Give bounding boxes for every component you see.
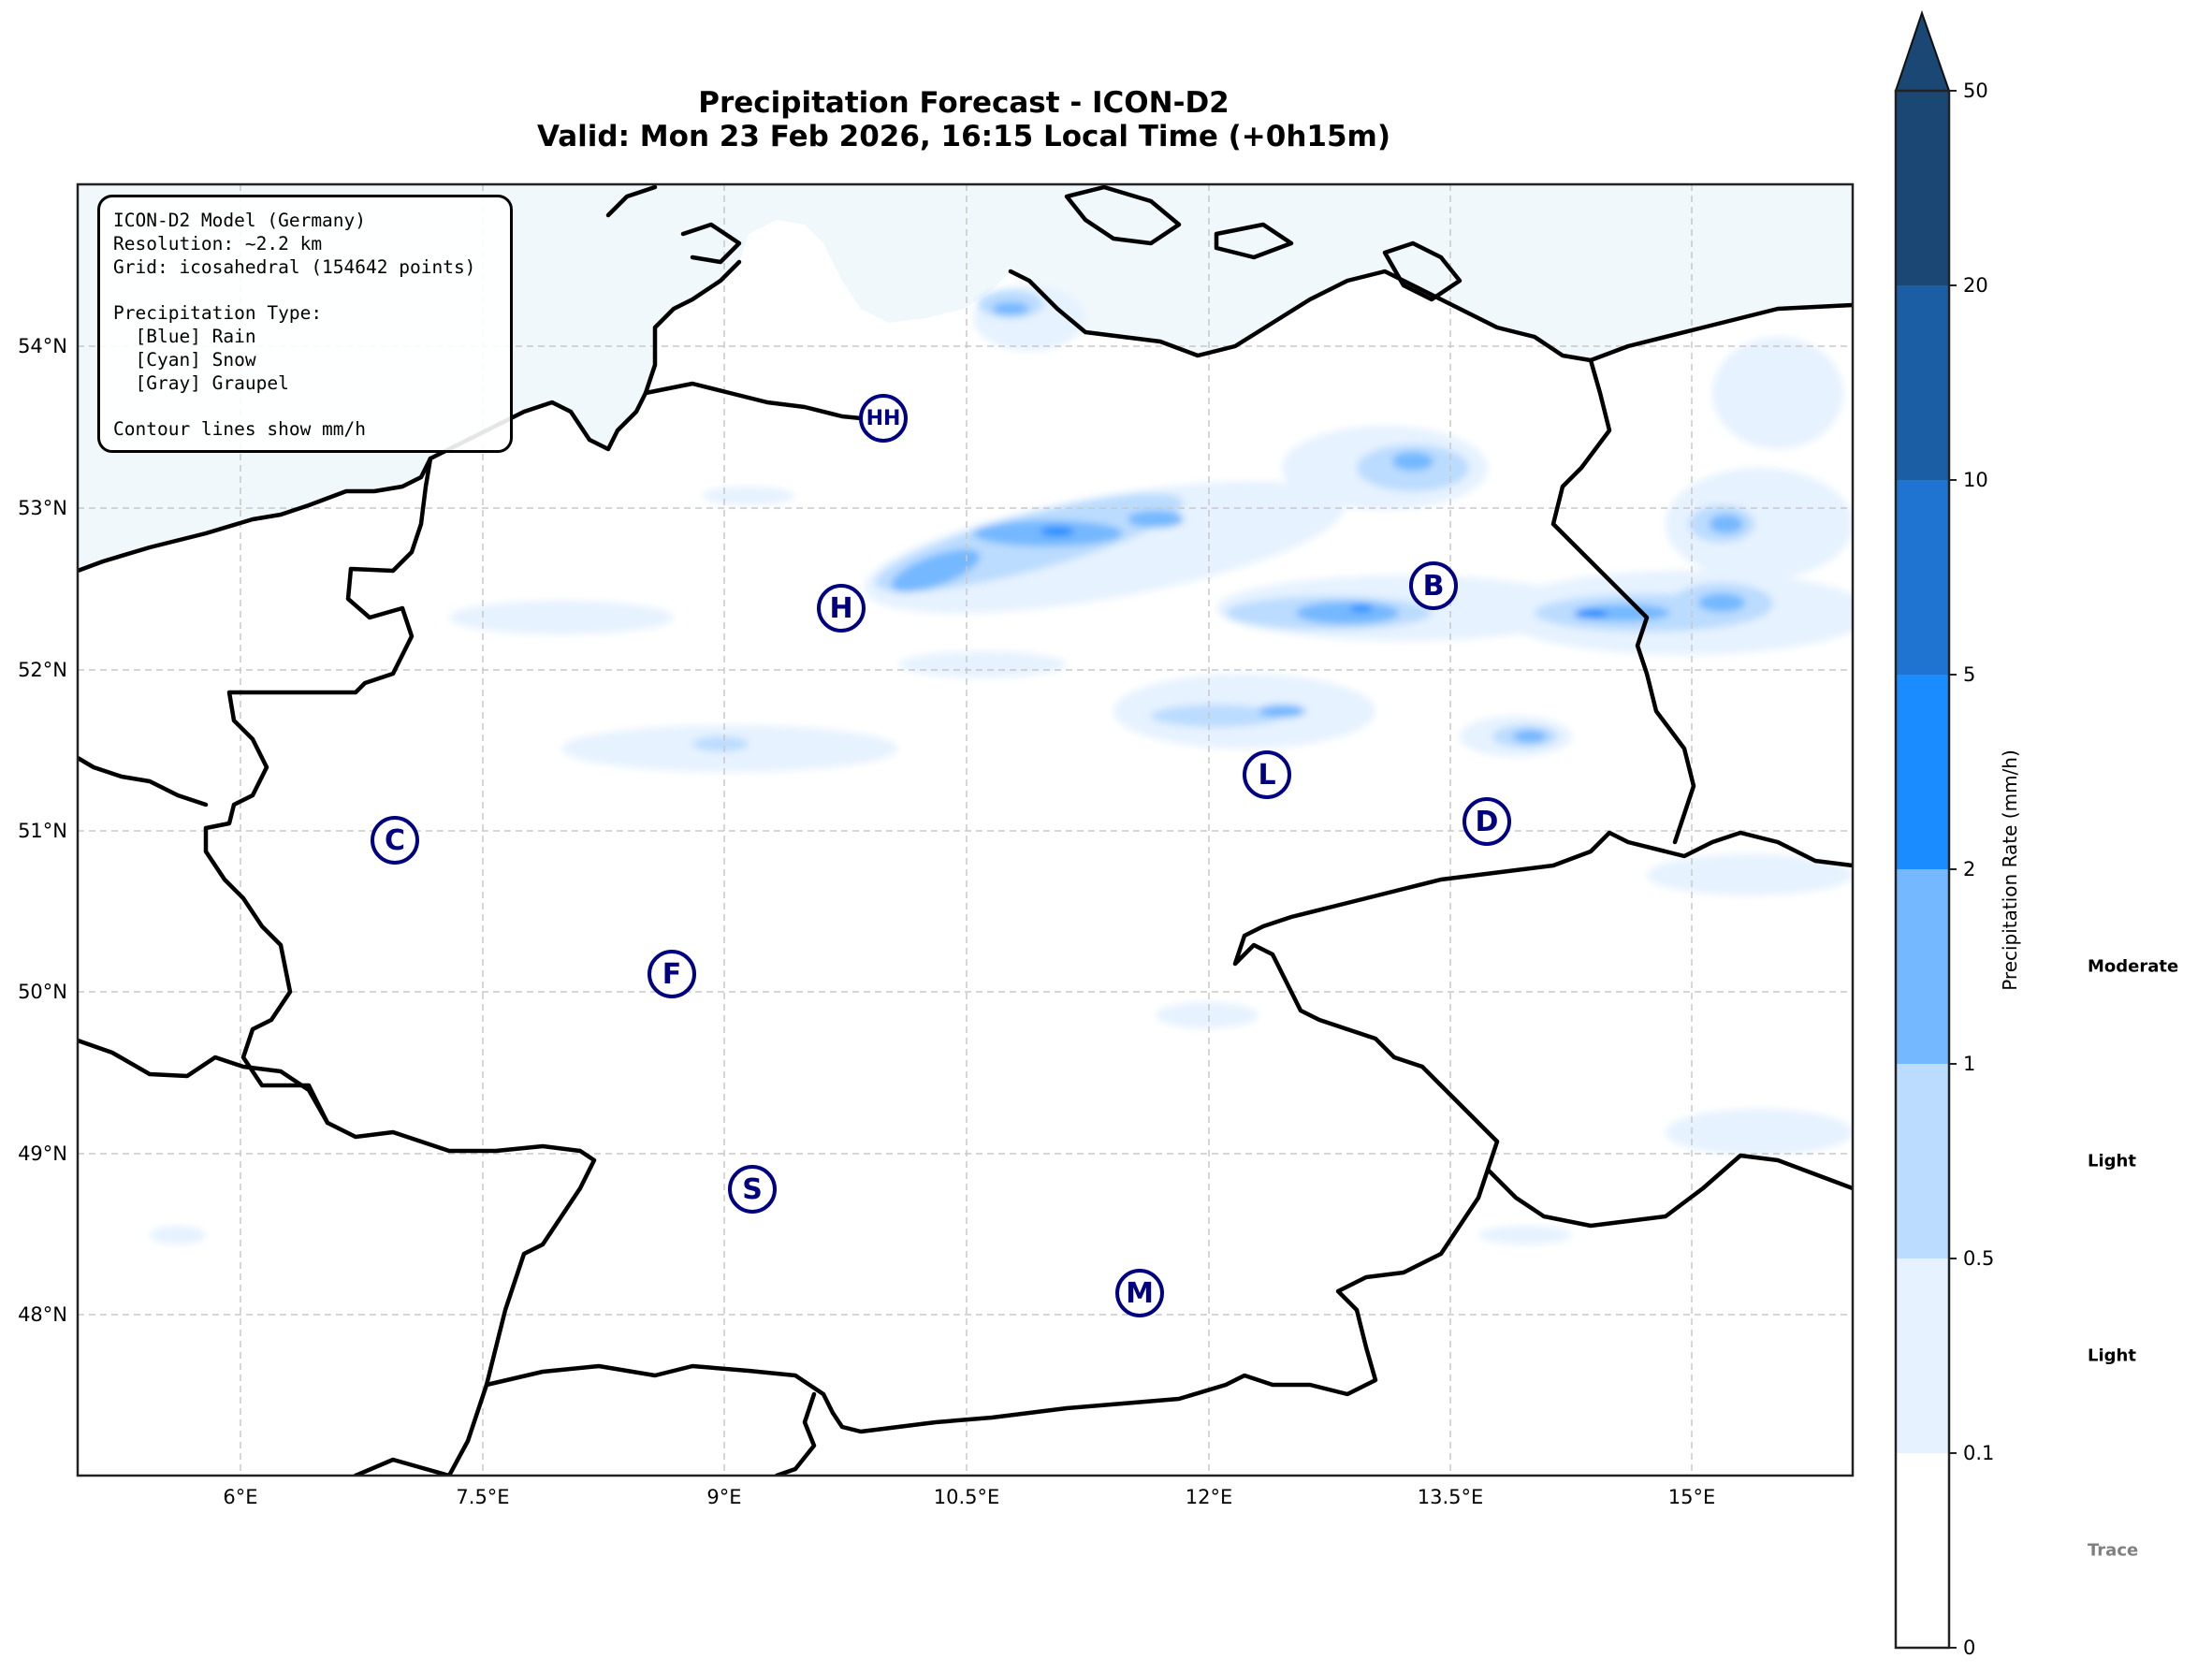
category-label-light: Light — [2088, 1346, 2136, 1366]
info-line: ICON-D2 Model (Germany) — [113, 210, 367, 231]
y-tick-label: 51°N — [18, 820, 67, 842]
colorbar-extend-arrow — [1894, 9, 1951, 92]
colorbar-tick-label: 1 — [1963, 1053, 1976, 1075]
city-marker-munich: M — [1115, 1269, 1164, 1317]
colorbar-tick-label: 0.1 — [1963, 1442, 1995, 1464]
colorbar-tick-label: 10 — [1963, 469, 1988, 491]
city-marker-cologne: C — [371, 816, 419, 865]
x-tick-label: 7.5°E — [456, 1486, 510, 1508]
info-line: Contour lines show mm/h — [113, 418, 367, 441]
city-marker-berlin: B — [1409, 561, 1458, 610]
model-info-box — [97, 195, 513, 453]
info-line: [Blue] Rain — [113, 325, 256, 347]
category-label-moderate: Moderate — [2088, 956, 2179, 977]
y-tick-label: 54°N — [18, 335, 67, 357]
sea-area — [78, 184, 1853, 571]
chart-title: Precipitation Forecast - ICON-D2 — [698, 86, 1230, 120]
y-tick-label: 53°N — [18, 497, 67, 519]
city-marker-hannover: H — [817, 584, 866, 633]
x-tick-label: 9°E — [706, 1486, 742, 1508]
colorbar-axis-label: Precipitation Rate (mm/h) — [1999, 749, 2021, 991]
city-marker-hamburg: HH — [859, 394, 908, 443]
precipitation-field — [150, 285, 1853, 1244]
colorbar-tick-label: 5 — [1963, 663, 1976, 686]
city-marker-stuttgart: S — [728, 1165, 777, 1214]
colorbar-tick-label: 0.5 — [1963, 1247, 1995, 1270]
info-line: Precipitation Type: — [113, 302, 323, 325]
y-tick-label: 52°N — [18, 659, 67, 681]
y-tick-label: 49°N — [18, 1142, 67, 1165]
y-tick-label: 50°N — [18, 981, 67, 1003]
x-tick-label: 15°E — [1667, 1486, 1716, 1508]
city-marker-frankfurt: F — [648, 950, 696, 998]
city-marker-leipzig: L — [1243, 750, 1291, 799]
info-line: Resolution: ~2.2 km — [113, 232, 323, 255]
model-info-text: ICON-D2 Model (Germany) Resolution: ~2.2… — [113, 210, 475, 442]
plot-frame — [76, 182, 1855, 1477]
x-tick-label: 10.5°E — [933, 1486, 1000, 1508]
x-tick-label: 6°E — [223, 1486, 258, 1508]
colorbar — [1894, 9, 1957, 1650]
colorbar-tick-label: 2 — [1963, 858, 1976, 880]
y-tick-label: 48°N — [18, 1303, 67, 1326]
city-marker-dresden: D — [1463, 797, 1511, 846]
colorbar-tick-label: 20 — [1963, 274, 1988, 297]
info-line: [Gray] Graupel — [113, 371, 289, 394]
category-label-trace: Trace — [2088, 1540, 2139, 1561]
info-line: Grid: icosahedral (154642 points) — [113, 255, 476, 278]
chart-subtitle-valid-time: Valid: Mon 23 Feb 2026, 16:15 Local Time… — [536, 120, 1391, 153]
x-tick-label: 12°E — [1185, 1486, 1233, 1508]
info-line: [Cyan] Snow — [113, 348, 256, 371]
x-tick-label: 13.5°E — [1417, 1486, 1484, 1508]
colorbar-tick-label: 0 — [1963, 1637, 1976, 1659]
category-label-light: Light — [2088, 1151, 2136, 1171]
colorbar-tick-label: 50 — [1963, 80, 1988, 102]
